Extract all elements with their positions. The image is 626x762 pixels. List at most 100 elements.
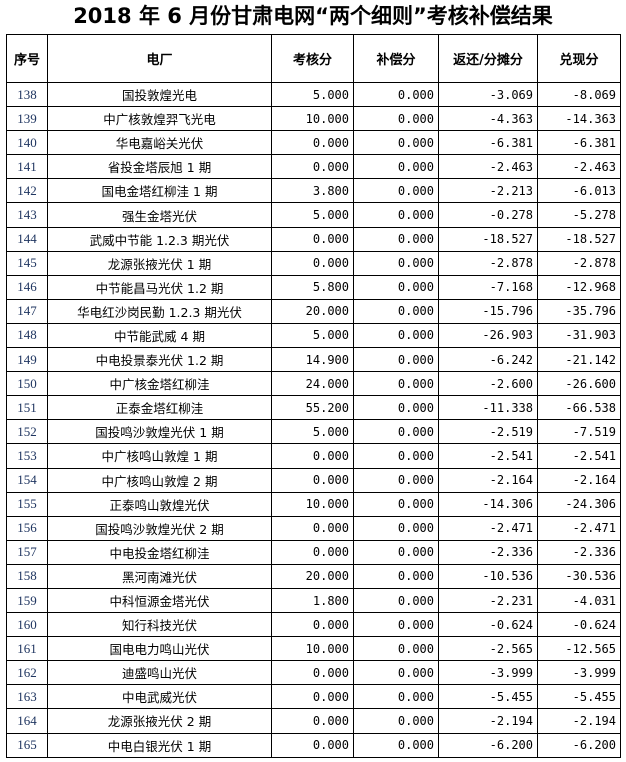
compensation-cell: 0.000 — [353, 81, 439, 108]
final-cell: -14.363 — [537, 106, 621, 132]
compensation-cell: 0.000 — [353, 202, 439, 228]
return-share-cell: -7.168 — [438, 274, 538, 300]
compensation-cell: 0.000 — [353, 539, 439, 565]
return-share-cell: -11.338 — [438, 395, 538, 421]
assessment-cell: 0.000 — [271, 612, 354, 638]
table-row: 147 华电红沙岗民勤 1.2.3 期光伏 20.000 0.000 -15.796 -3… — [6, 298, 621, 324]
assessment-cell: 0.000 — [271, 226, 354, 252]
header-assessment: 考核分 — [271, 34, 354, 83]
final-cell: -2.878 — [537, 250, 621, 276]
plant-name-cell: 黑河南滩光伏 — [47, 563, 272, 589]
final-cell: -7.519 — [537, 419, 621, 445]
final-cell: -2.164 — [537, 467, 621, 493]
final-cell: -2.194 — [537, 708, 621, 734]
return-share-cell: -6.200 — [438, 732, 538, 758]
table-row: 153 中广核鸣山敦煌 1 期 0.000 0.000 -2.541 -2.541 — [6, 443, 621, 469]
plant-name-cell: 正泰金塔红柳洼 — [47, 395, 272, 421]
assessment-cell: 5.000 — [271, 419, 354, 445]
assessment-cell: 0.000 — [271, 130, 354, 156]
final-cell: -12.968 — [537, 274, 621, 300]
plant-name-cell: 华电嘉峪关光伏 — [47, 130, 272, 156]
serial-cell: 149 — [6, 347, 48, 373]
compensation-cell: 0.000 — [353, 130, 439, 156]
plant-name-cell: 国投鸣沙敦煌光伏 1 期 — [47, 419, 272, 445]
assessment-cell: 0.000 — [271, 467, 354, 493]
compensation-cell: 0.000 — [353, 491, 439, 517]
serial-cell: 162 — [6, 660, 48, 686]
return-share-cell: -2.471 — [438, 515, 538, 541]
serial-cell: 142 — [6, 178, 48, 204]
table-row: 150 中广核金塔红柳洼 24.000 0.000 -2.600 -26.600 — [6, 371, 621, 397]
serial-cell: 145 — [6, 250, 48, 276]
header-final: 兑现分 — [537, 34, 621, 83]
serial-cell: 141 — [6, 154, 48, 180]
serial-cell: 143 — [6, 202, 48, 228]
table-row: 155 正泰鸣山敦煌光伏 10.000 0.000 -14.306 -24.306 — [6, 491, 621, 517]
table-row: 159 中科恒源金塔光伏 1.800 0.000 -2.231 -4.031 — [6, 587, 621, 614]
plant-name-cell: 华电红沙岗民勤 1.2.3 期光伏 — [47, 298, 272, 324]
table-row: 161 国电电力鸣山光伏 10.000 0.000 -2.565 -12.565 — [6, 636, 621, 662]
return-share-cell: -26.903 — [438, 322, 538, 349]
table-row: 151 正泰金塔红柳洼 55.200 0.000 -11.338 -66.538 — [6, 395, 621, 421]
assessment-cell: 14.900 — [271, 347, 354, 373]
return-share-cell: -2.213 — [438, 178, 538, 204]
return-share-cell: -3.069 — [438, 81, 538, 108]
serial-cell: 152 — [6, 419, 48, 445]
table-row: 157 中电投金塔红柳洼 0.000 0.000 -2.336 -2.336 — [6, 539, 621, 565]
compensation-cell: 0.000 — [353, 154, 439, 180]
table-row: 163 中电武威光伏 0.000 0.000 -5.455 -5.455 — [6, 684, 621, 710]
return-share-cell: -15.796 — [438, 298, 538, 324]
final-cell: -66.538 — [537, 395, 621, 421]
assessment-cell: 0.000 — [271, 708, 354, 734]
plant-name-cell: 国电电力鸣山光伏 — [47, 636, 272, 662]
plant-name-cell: 中节能昌马光伏 1.2 期 — [47, 274, 272, 300]
final-cell: -8.069 — [537, 81, 621, 108]
assessment-cell: 0.000 — [271, 515, 354, 541]
plant-name-cell: 中广核鸣山敦煌 1 期 — [47, 443, 272, 469]
assessment-cell: 55.200 — [271, 395, 354, 421]
compensation-cell: 0.000 — [353, 467, 439, 493]
plant-name-cell: 中广核鸣山敦煌 2 期 — [47, 467, 272, 493]
serial-cell: 154 — [6, 467, 48, 493]
table-row: 148 中节能武威 4 期 5.000 0.000 -26.903 -31.903 — [6, 322, 621, 349]
return-share-cell: -4.363 — [438, 106, 538, 132]
compensation-cell: 0.000 — [353, 515, 439, 541]
compensation-cell: 0.000 — [353, 250, 439, 276]
final-cell: -12.565 — [537, 636, 621, 662]
plant-name-cell: 国投敦煌光电 — [47, 81, 272, 108]
plant-name-cell: 中电武威光伏 — [47, 684, 272, 710]
assessment-cell: 24.000 — [271, 371, 354, 397]
plant-name-cell: 迪盛鸣山光伏 — [47, 660, 272, 686]
compensation-cell: 0.000 — [353, 732, 439, 758]
assessment-cell: 5.000 — [271, 81, 354, 108]
plant-name-cell: 中电投金塔红柳洼 — [47, 539, 272, 565]
assessment-cell: 0.000 — [271, 732, 354, 758]
header-compensation: 补偿分 — [353, 34, 439, 83]
serial-cell: 146 — [6, 274, 48, 300]
table-row: 142 国电金塔红柳洼 1 期 3.800 0.000 -2.213 -6.013 — [6, 178, 621, 204]
return-share-cell: -2.336 — [438, 539, 538, 565]
return-share-cell: -2.565 — [438, 636, 538, 662]
serial-cell: 138 — [6, 81, 48, 108]
table-row: 146 中节能昌马光伏 1.2 期 5.800 0.000 -7.168 -12.968 — [6, 274, 621, 300]
final-cell: -30.536 — [537, 563, 621, 589]
plant-name-cell: 中电白银光伏 1 期 — [47, 732, 272, 758]
plant-name-cell: 中科恒源金塔光伏 — [47, 587, 272, 614]
table-row: 139 中广核敦煌羿飞光电 10.000 0.000 -4.363 -14.363 — [6, 106, 621, 132]
final-cell: -6.381 — [537, 130, 621, 156]
serial-cell: 157 — [6, 539, 48, 565]
plant-name-cell: 龙源张掖光伏 1 期 — [47, 250, 272, 276]
return-share-cell: -5.455 — [438, 684, 538, 710]
compensation-cell: 0.000 — [353, 347, 439, 373]
final-cell: -35.796 — [537, 298, 621, 324]
serial-cell: 156 — [6, 515, 48, 541]
compensation-cell: 0.000 — [353, 612, 439, 638]
header-plant: 电厂 — [47, 34, 272, 83]
assessment-cell: 0.000 — [271, 660, 354, 686]
table-row: 165 中电白银光伏 1 期 0.000 0.000 -6.200 -6.200 — [6, 732, 621, 758]
return-share-cell: -10.536 — [438, 563, 538, 589]
return-share-cell: -2.194 — [438, 708, 538, 734]
final-cell: -6.200 — [537, 732, 621, 758]
serial-cell: 155 — [6, 491, 48, 517]
compensation-cell: 0.000 — [353, 298, 439, 324]
